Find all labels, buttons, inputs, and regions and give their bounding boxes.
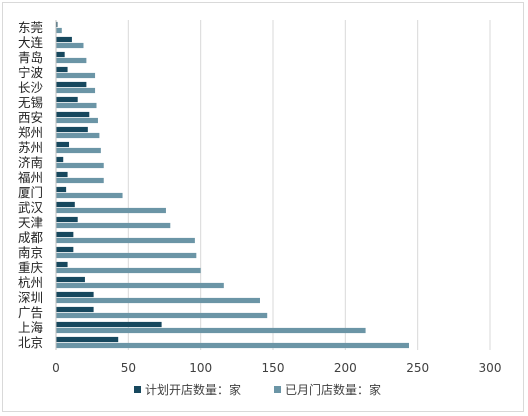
bar-planned	[56, 141, 70, 148]
category-label: 广告	[18, 305, 43, 320]
x-tick-label: 100	[189, 361, 212, 375]
bar-planned	[56, 276, 85, 283]
bar-open	[56, 177, 104, 184]
bar-planned	[56, 21, 58, 28]
legend-label-open: 已月门店数量：家	[285, 382, 381, 397]
category-label: 大连	[18, 35, 44, 50]
bar-open	[56, 252, 197, 259]
bar-planned	[56, 306, 94, 313]
bar-open	[56, 27, 62, 34]
category-label: 无锡	[18, 95, 43, 110]
category-label: 深圳	[18, 290, 43, 305]
bar-open	[56, 147, 101, 154]
category-label: 北京	[18, 335, 43, 350]
x-tick-label: 200	[334, 361, 357, 375]
legend: 计划开店数量：家 已月门店数量：家	[134, 382, 381, 397]
category-label: 济南	[18, 155, 43, 170]
bar-open	[56, 117, 98, 124]
category-label: 郑州	[18, 125, 43, 140]
bar-open	[56, 87, 96, 94]
bar-planned	[56, 336, 119, 343]
bar-open	[56, 192, 123, 199]
bar-open	[56, 222, 171, 229]
bar-planned	[56, 66, 68, 73]
bar-open	[56, 42, 84, 49]
bar-open	[56, 57, 87, 64]
bar-planned	[56, 81, 87, 88]
bar-planned	[56, 216, 78, 223]
legend-swatch-open	[274, 386, 281, 393]
category-label: 青岛	[18, 50, 43, 65]
bar-planned	[56, 261, 68, 268]
bar-planned	[56, 156, 64, 163]
category-label: 天津	[18, 215, 43, 230]
bar-open	[56, 312, 268, 319]
gridlines	[127, 20, 491, 350]
category-label: 东莞	[18, 20, 43, 35]
category-label: 重庆	[18, 260, 44, 275]
bar-open	[56, 162, 104, 169]
category-label: 西安	[18, 110, 43, 125]
category-label: 南京	[18, 245, 43, 260]
category-label: 杭州	[18, 275, 43, 290]
bar-open	[56, 72, 96, 79]
bar-open	[56, 297, 260, 304]
category-label: 长沙	[18, 80, 44, 95]
bar-planned	[56, 246, 74, 253]
x-tick-label: 0	[52, 361, 60, 375]
category-label: 成都	[18, 230, 44, 245]
category-label: 上海	[18, 320, 44, 335]
x-tick-label: 150	[262, 361, 285, 375]
bar-open	[56, 282, 224, 289]
bar-open	[56, 207, 166, 214]
bar-open	[56, 237, 195, 244]
bar-open	[56, 102, 97, 109]
bar-planned	[56, 111, 90, 118]
legend-label-planned: 计划开店数量：家	[145, 382, 241, 397]
bar-planned	[56, 96, 78, 103]
bar-open	[56, 132, 100, 139]
bar-planned	[56, 201, 75, 208]
bar-open	[56, 267, 201, 274]
bar-planned	[56, 126, 88, 133]
category-label: 厦门	[18, 185, 43, 200]
bar-planned	[56, 186, 67, 193]
bar-open	[56, 342, 409, 349]
bar-planned	[56, 321, 162, 328]
legend-swatch-planned	[134, 386, 141, 393]
bar-planned	[56, 36, 72, 43]
bars	[56, 21, 409, 349]
category-label: 武汉	[18, 200, 44, 215]
bar-planned	[56, 291, 94, 298]
category-label: 福州	[18, 170, 43, 185]
x-tick-label: 250	[406, 361, 429, 375]
bar-planned	[56, 51, 65, 58]
x-tick-label: 50	[121, 361, 136, 375]
bar-planned	[56, 171, 68, 178]
category-label: 苏州	[18, 140, 43, 155]
axes: 0 50 100 150 200 250 300 北京上海广告深圳杭州重庆南京成都天津武汉厦门…	[18, 20, 501, 375]
x-tick-label: 300	[479, 361, 502, 375]
category-label: 宁波	[18, 65, 44, 80]
bar-open	[56, 327, 366, 334]
bar-planned	[56, 231, 74, 238]
